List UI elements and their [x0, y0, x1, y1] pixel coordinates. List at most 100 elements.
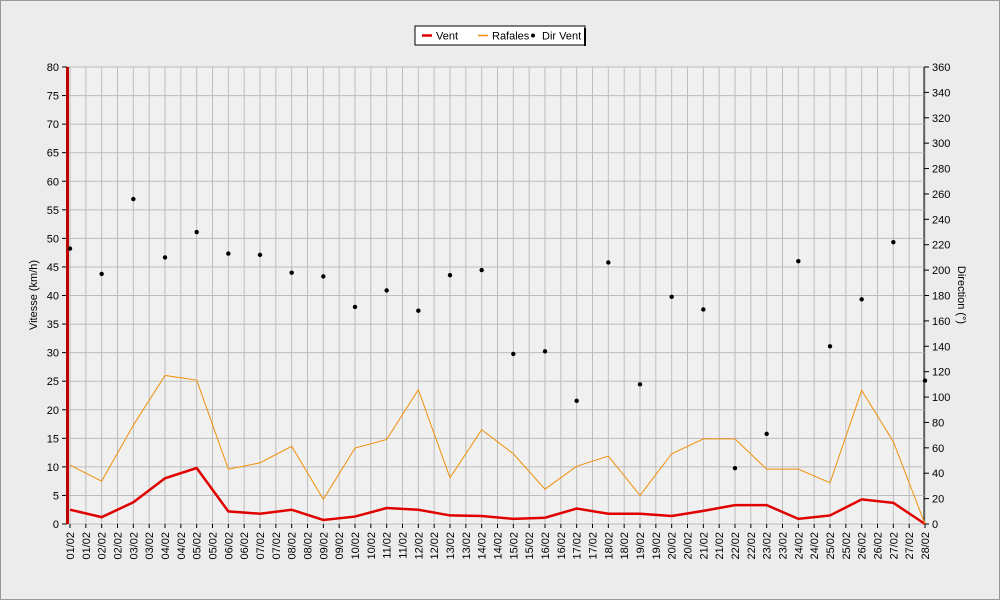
point [194, 229, 199, 235]
x-tick-label: 25/02 [841, 532, 853, 560]
x-tick-label: 06/02 [239, 532, 251, 560]
y2-tick-label: 160 [932, 316, 950, 328]
point [226, 251, 231, 256]
y2-tick-label: 140 [932, 341, 950, 353]
x-tick-label: 14/02 [477, 532, 489, 560]
x-tick-label: 07/02 [255, 532, 267, 560]
y-tick-label: 35 [47, 319, 59, 331]
point [447, 272, 453, 278]
legend: Vent Rafales Dir Vent [414, 25, 586, 46]
x-tick-label: 02/02 [113, 532, 125, 560]
x-tick-label: 13/02 [445, 532, 457, 560]
y-tick-label: 60 [47, 176, 59, 188]
x-tick-label: 14/02 [493, 532, 505, 560]
x-tick-label: 13/02 [461, 532, 473, 560]
y2-tick-label: 300 [932, 138, 950, 150]
point [701, 307, 706, 312]
y2-tick-label: 280 [932, 164, 950, 176]
x-tick-label: 21/02 [714, 532, 726, 560]
x-tick-label: 01/02 [81, 532, 93, 560]
y-tick-label: 45 [47, 262, 59, 274]
y2-tick-label: 0 [932, 519, 938, 531]
x-tick-label: 18/02 [603, 532, 615, 560]
point [669, 294, 674, 299]
y-tick-label: 0 [53, 519, 59, 531]
y2-tick-label: 320 [932, 113, 950, 125]
x-tick-label: 27/02 [904, 532, 916, 560]
x-tick-label: 15/02 [524, 532, 536, 560]
y-tick-label: 20 [47, 405, 59, 417]
legend-label: Vent [436, 31, 458, 43]
x-tick-label: 24/02 [793, 532, 805, 560]
point [827, 344, 833, 349]
x-tick-label: 05/02 [192, 532, 204, 560]
point [289, 270, 294, 275]
y2-tick-label: 40 [932, 468, 944, 480]
point [352, 304, 358, 310]
y-tick-label: 25 [47, 376, 59, 388]
x-tick-label: 08/02 [287, 532, 299, 560]
series-line [69, 466, 926, 526]
grid [67, 66, 926, 525]
x-tick-label: 12/02 [429, 532, 441, 560]
point [321, 274, 326, 279]
y2-tick-label: 220 [932, 240, 950, 252]
x-tick-label: 24/02 [809, 532, 821, 560]
x-tick-label: 23/02 [778, 532, 790, 560]
x-tick-label: 01/02 [65, 532, 77, 560]
x-tick-label: 19/02 [635, 532, 647, 560]
point [416, 308, 421, 313]
point [922, 378, 928, 383]
y-tick-label: 75 [47, 91, 59, 103]
y-tick-label: 70 [47, 119, 59, 131]
x-tick-label: 16/02 [556, 532, 568, 560]
y2-tick-label: 80 [932, 417, 944, 429]
x-tick-label: 08/02 [303, 532, 315, 560]
x-tick-label: 23/02 [762, 532, 774, 560]
x-tick-label: 20/02 [667, 532, 679, 560]
x-tick-label: 18/02 [619, 532, 631, 560]
x-tick-label: 10/02 [350, 532, 362, 560]
x-tick-label: 06/02 [223, 532, 235, 560]
legend-marker [531, 33, 535, 38]
y2-tick-label: 60 [932, 443, 944, 455]
x-tick-label: 16/02 [540, 532, 552, 560]
x-tick-label: 11/02 [398, 532, 410, 559]
y2-tick-label: 180 [932, 291, 950, 303]
point [764, 431, 769, 437]
x-tick-label: 09/02 [334, 532, 346, 560]
y-tick-label: 10 [47, 462, 59, 474]
y-tick-label: 15 [47, 433, 59, 445]
point [606, 260, 611, 265]
x-tick-label: 27/02 [888, 532, 900, 560]
point [732, 465, 738, 471]
point [131, 196, 136, 202]
y2-tick-label: 20 [932, 494, 944, 506]
x-tick-label: 22/02 [730, 532, 742, 560]
y2-tick-label: 260 [932, 189, 950, 201]
y2-tick-label: 100 [932, 392, 950, 404]
point [637, 382, 643, 387]
y-tick-label: 5 [53, 490, 59, 502]
series-line [69, 374, 926, 525]
x-tick-label: 03/02 [144, 532, 156, 560]
x-tick-label: 07/02 [271, 532, 283, 560]
point [162, 255, 168, 260]
point [542, 349, 548, 354]
x-tick-label: 03/02 [128, 532, 140, 560]
point [257, 252, 263, 258]
x-tick-label: 15/02 [508, 532, 520, 560]
x-tick-label: 11/02 [382, 532, 394, 559]
y-tick-label: 40 [47, 291, 59, 303]
point [67, 246, 73, 251]
x-tick-label: 19/02 [651, 532, 663, 560]
point [574, 398, 579, 404]
x-tick-label: 28/02 [920, 532, 932, 560]
x-tick-label: 21/02 [698, 532, 710, 560]
x-tick-label: 04/02 [160, 532, 172, 560]
x-tick-label: 22/02 [746, 532, 758, 560]
y2-tick-label: 240 [932, 214, 950, 226]
x-tick-label: 12/02 [413, 532, 425, 560]
x-tick-label: 02/02 [97, 532, 109, 560]
